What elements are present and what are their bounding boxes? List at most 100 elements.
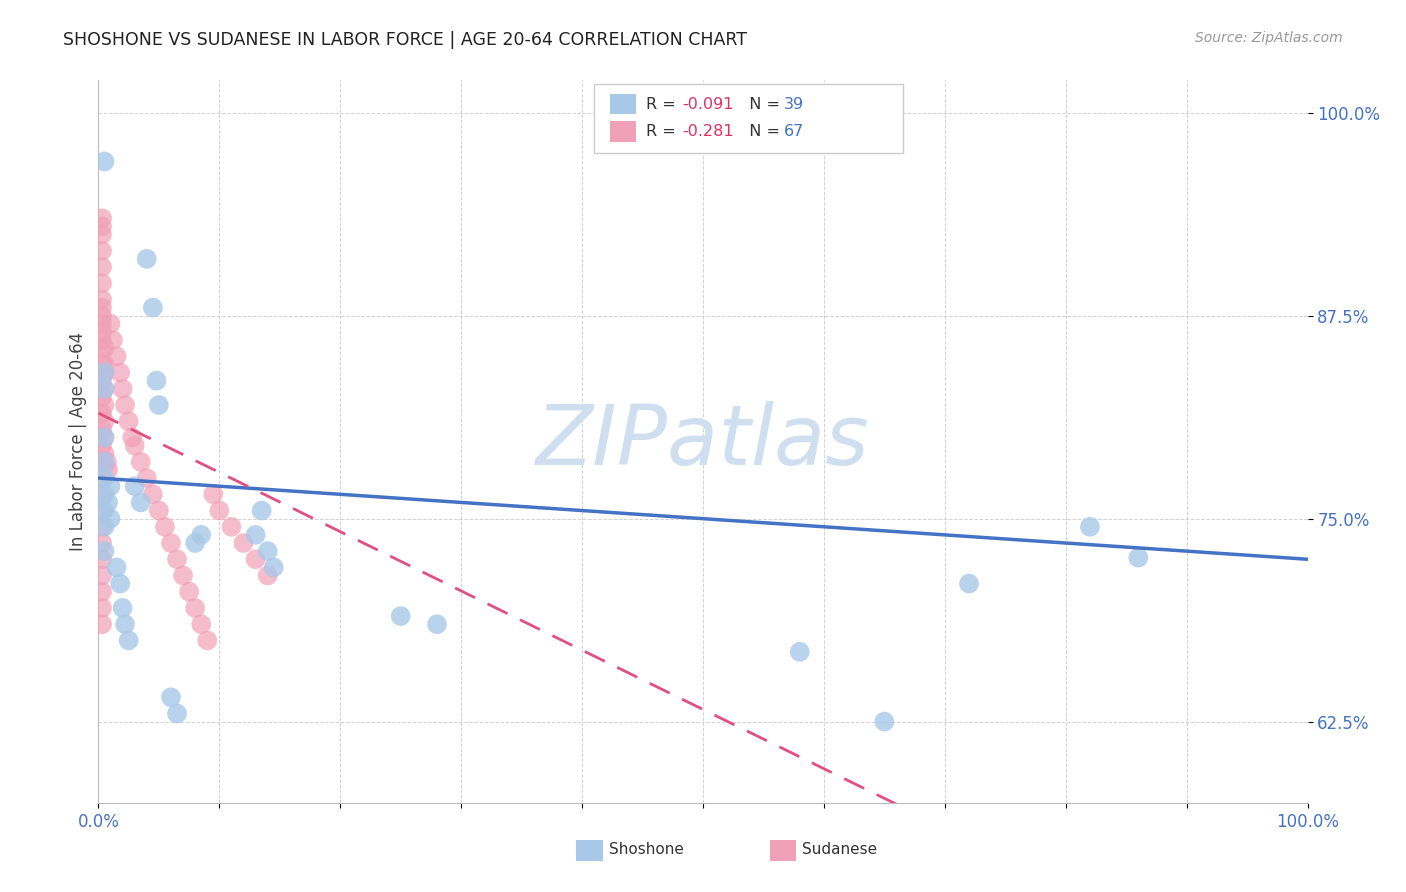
Point [91,317,114,331]
Text: -0.091: -0.091 [682,96,734,112]
Point [93,430,115,444]
Point [426,617,449,632]
Point [105,349,128,363]
Point [91,325,114,339]
Point [245,552,267,566]
Point [105,560,128,574]
Point [118,414,141,428]
Text: R =: R = [647,124,681,139]
Point [91,552,114,566]
Point [232,536,254,550]
Point [208,503,231,517]
Point [91,227,114,242]
Point [91,487,114,501]
Point [91,601,114,615]
Point [93,358,115,372]
Point [153,520,176,534]
Point [111,382,134,396]
Point [93,366,115,380]
Point [93,382,115,396]
Point [166,552,188,566]
Point [108,576,131,591]
Point [111,601,134,615]
Point [114,398,136,412]
Point [91,358,114,372]
Point [1078,520,1101,534]
Point [91,333,114,347]
Point [160,536,183,550]
Point [91,584,114,599]
Point [97,495,120,509]
Point [121,430,143,444]
Point [114,617,136,632]
Point [101,333,124,347]
Text: N =: N = [740,124,786,139]
FancyBboxPatch shape [610,121,637,142]
Point [93,487,115,501]
Point [93,471,115,485]
Point [93,382,115,396]
Point [91,301,114,315]
Point [142,301,165,315]
Point [124,479,146,493]
Point [93,503,115,517]
Point [91,520,114,534]
Point [91,293,114,307]
Point [91,406,114,420]
Point [172,568,194,582]
Point [93,366,115,380]
Point [202,487,225,501]
Point [389,609,412,624]
Point [195,633,218,648]
Point [190,617,212,632]
Point [100,511,122,525]
Point [93,414,115,428]
Point [190,528,212,542]
FancyBboxPatch shape [769,840,796,861]
Point [256,544,278,558]
Point [93,544,115,558]
Point [91,422,114,436]
Text: Source: ZipAtlas.com: Source: ZipAtlas.com [1195,31,1343,45]
Point [1128,550,1150,565]
Text: N =: N = [740,96,786,112]
Point [91,568,114,582]
Point [93,430,115,444]
Point [93,398,115,412]
Text: ZIPatlas: ZIPatlas [536,401,870,482]
Point [91,260,114,274]
Point [91,277,114,291]
Point [108,366,131,380]
Point [97,463,120,477]
Point [184,601,207,615]
Point [93,447,115,461]
Point [148,398,170,412]
Point [91,439,114,453]
Point [91,219,114,234]
Text: Shoshone: Shoshone [609,842,683,857]
Point [93,455,115,469]
Point [91,309,114,323]
Point [135,252,157,266]
Text: 39: 39 [785,96,804,112]
Text: 67: 67 [785,124,804,139]
FancyBboxPatch shape [610,94,637,114]
Point [129,495,152,509]
Point [148,503,170,517]
Point [91,211,114,226]
Point [873,714,896,729]
Point [166,706,188,721]
Point [263,560,285,574]
Point [93,341,115,355]
Point [957,576,980,591]
Text: R =: R = [647,96,681,112]
Point [96,455,118,469]
Point [91,374,114,388]
Point [91,471,114,485]
Point [91,455,114,469]
Point [129,455,152,469]
Point [91,390,114,404]
Point [91,244,114,258]
Point [256,568,278,582]
FancyBboxPatch shape [595,84,903,153]
